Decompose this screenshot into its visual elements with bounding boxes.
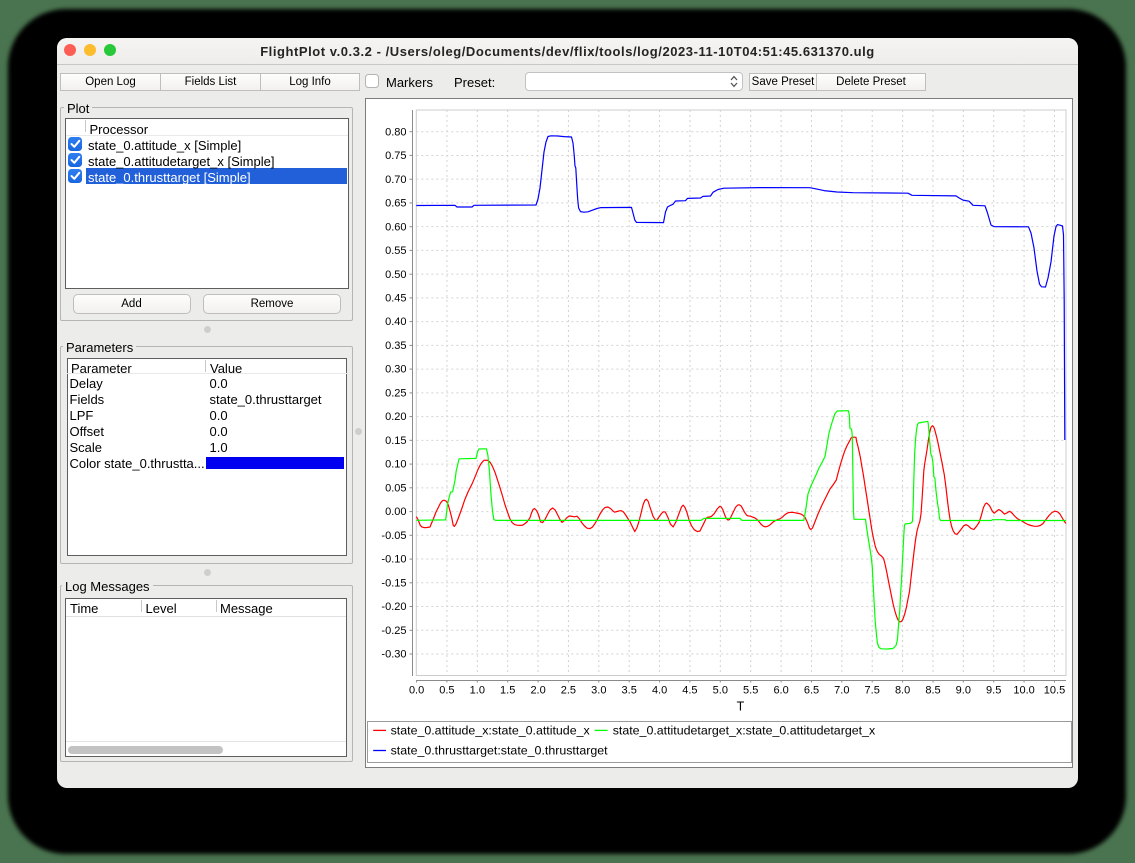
svg-text:0.30: 0.30	[385, 364, 406, 376]
svg-text:0.55: 0.55	[385, 245, 406, 257]
svg-text:0.05: 0.05	[385, 482, 406, 494]
svg-text:0.10: 0.10	[385, 459, 406, 471]
svg-text:10.5: 10.5	[1044, 684, 1065, 696]
svg-text:0.60: 0.60	[385, 221, 406, 233]
svg-text:-0.30: -0.30	[381, 649, 406, 661]
svg-text:-0.10: -0.10	[381, 554, 406, 566]
svg-text:-0.15: -0.15	[381, 577, 406, 589]
svg-text:0.20: 0.20	[385, 411, 406, 423]
svg-text:6.0: 6.0	[773, 684, 788, 696]
svg-text:0.80: 0.80	[385, 126, 406, 138]
svg-text:4.0: 4.0	[652, 684, 667, 696]
svg-text:2.5: 2.5	[561, 684, 576, 696]
svg-text:3.0: 3.0	[591, 684, 606, 696]
svg-text:0.40: 0.40	[385, 316, 406, 328]
svg-text:4.5: 4.5	[682, 684, 697, 696]
svg-text:7.0: 7.0	[834, 684, 849, 696]
svg-text:0.0: 0.0	[409, 684, 424, 696]
svg-text:10.0: 10.0	[1013, 684, 1034, 696]
svg-text:7.5: 7.5	[865, 684, 880, 696]
svg-text:2.0: 2.0	[530, 684, 545, 696]
svg-text:5.5: 5.5	[743, 684, 758, 696]
svg-text:0.70: 0.70	[385, 174, 406, 186]
svg-text:-0.20: -0.20	[381, 601, 406, 613]
svg-text:0.5: 0.5	[439, 684, 454, 696]
svg-text:6.5: 6.5	[804, 684, 819, 696]
svg-text:0.75: 0.75	[385, 150, 406, 162]
svg-text:0.00: 0.00	[385, 506, 406, 518]
svg-text:5.0: 5.0	[713, 684, 728, 696]
svg-text:8.0: 8.0	[895, 684, 910, 696]
svg-text:0.35: 0.35	[385, 340, 406, 352]
svg-text:8.5: 8.5	[925, 684, 940, 696]
svg-text:9.0: 9.0	[956, 684, 971, 696]
svg-text:T: T	[737, 700, 745, 714]
svg-text:-0.05: -0.05	[381, 530, 406, 542]
svg-text:-0.25: -0.25	[381, 625, 406, 637]
svg-text:1.0: 1.0	[470, 684, 485, 696]
svg-text:0.50: 0.50	[385, 269, 406, 281]
svg-text:0.15: 0.15	[385, 435, 406, 447]
svg-text:9.5: 9.5	[986, 684, 1001, 696]
svg-text:state_0.attitudetarget_x:state: state_0.attitudetarget_x:state_0.attitud…	[613, 724, 876, 738]
svg-text:0.45: 0.45	[385, 293, 406, 305]
svg-text:1.5: 1.5	[500, 684, 515, 696]
svg-text:0.25: 0.25	[385, 388, 406, 400]
svg-text:3.5: 3.5	[622, 684, 637, 696]
svg-text:state_0.attitude_x:state_0.att: state_0.attitude_x:state_0.attitude_x	[391, 724, 591, 738]
svg-text:state_0.thrusttarget:state_0.t: state_0.thrusttarget:state_0.thrusttarge…	[391, 744, 609, 758]
svg-text:0.65: 0.65	[385, 198, 406, 210]
